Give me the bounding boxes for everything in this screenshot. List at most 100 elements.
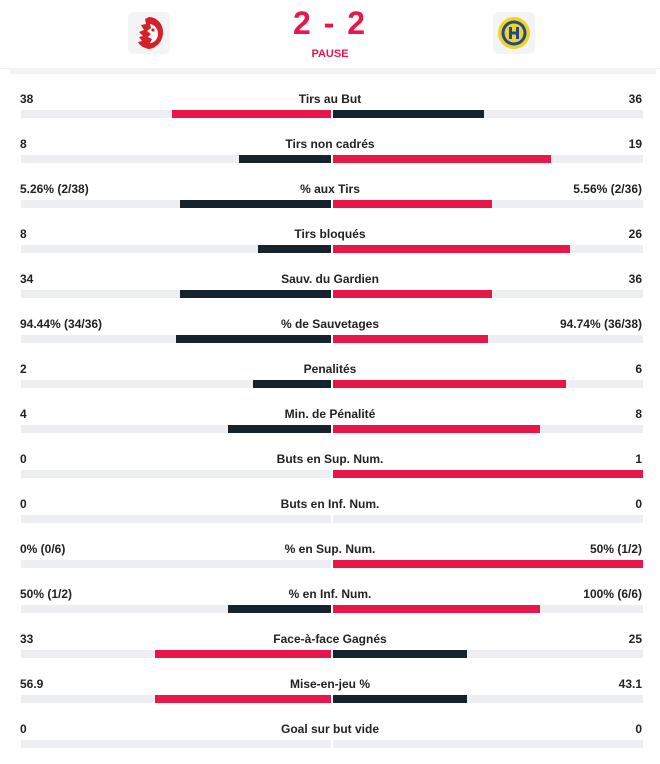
stat-away-value: 5.56% (2/36) <box>573 182 642 196</box>
stat-home-value: 0 <box>20 497 27 511</box>
stat-away-value: 8 <box>635 407 642 421</box>
stat-home-value: 8 <box>20 137 27 151</box>
hc-davos-logo-icon <box>498 17 530 49</box>
stat-label: Tirs bloqués <box>294 227 366 241</box>
stat-label: % en Sup. Num. <box>284 542 376 556</box>
stat-away-bar <box>333 560 643 568</box>
match-header: 2 - 2 PAUSE <box>0 0 660 69</box>
stat-home-bar-track <box>21 425 331 433</box>
stat-home-bar-track <box>21 245 331 253</box>
home-team-logo[interactable] <box>128 12 170 54</box>
stat-home-bar-track <box>21 470 331 478</box>
stat-label: Buts en Sup. Num. <box>276 452 384 466</box>
stat-home-bar <box>258 245 331 253</box>
stat-away-bar <box>333 245 570 253</box>
stat-label: Penalités <box>303 362 357 376</box>
stat-away-bar-track <box>333 560 643 568</box>
stat-away-bar-track <box>333 200 643 208</box>
stat-away-bar <box>333 605 540 613</box>
stat-home-value: 4 <box>20 407 27 421</box>
stat-home-bar-track <box>21 290 331 298</box>
stat-home-value: 0 <box>20 452 27 466</box>
stat-row: 0 Buts en Sup. Num. 1 <box>0 449 660 494</box>
lion-logo-icon <box>138 17 163 49</box>
stat-home-bar <box>253 380 331 388</box>
stat-away-value: 1 <box>635 452 642 466</box>
stat-row: 0% (0/6) % en Sup. Num. 50% (1/2) <box>0 539 660 584</box>
stat-home-bar-track <box>21 605 331 613</box>
stat-home-bar-track <box>21 200 331 208</box>
stat-home-bar-track <box>21 515 331 523</box>
stat-home-value: 5.26% (2/38) <box>20 182 89 196</box>
header-shadow <box>10 68 656 74</box>
stat-row: 56.9 Mise-en-jeu % 43.1 <box>0 674 660 719</box>
stat-home-value: 94.44% (34/36) <box>20 317 103 331</box>
stat-home-bar <box>180 290 331 298</box>
stat-home-bar-track <box>21 110 331 118</box>
stat-away-bar <box>333 380 566 388</box>
stat-label: Min. de Pénalité <box>284 407 376 421</box>
stat-home-bar <box>228 605 331 613</box>
stat-home-value: 0% (0/6) <box>20 542 66 556</box>
stat-away-value: 0 <box>635 497 642 511</box>
stat-home-value: 33 <box>20 632 34 646</box>
stat-away-bar-track <box>333 335 643 343</box>
stats-list: 38 Tirs au But 36 8 Tirs non cadrés 19 5.26% (… <box>0 89 660 764</box>
stat-away-value: 6 <box>635 362 642 376</box>
stat-home-value: 38 <box>20 92 34 106</box>
stat-away-bar-track <box>333 245 643 253</box>
stat-row: 38 Tirs au But 36 <box>0 89 660 134</box>
stat-away-bar-track <box>333 290 643 298</box>
stat-away-bar <box>333 650 467 658</box>
stat-home-value: 34 <box>20 272 34 286</box>
stat-home-bar <box>155 650 331 658</box>
stat-away-value: 0 <box>635 722 642 736</box>
stat-away-value: 50% (1/2) <box>589 542 642 556</box>
stat-away-bar-track <box>333 110 643 118</box>
stat-home-bar <box>228 425 331 433</box>
stat-row: 5.26% (2/38) % aux Tirs 5.56% (2/36) <box>0 179 660 224</box>
stat-away-value: 100% (6/6) <box>583 587 642 601</box>
stat-label: Tirs au But <box>298 92 362 106</box>
stat-label: Face-à-face Gagnés <box>273 632 387 646</box>
stat-row: 94.44% (34/36)% de Sauvetages 94.74% (36/… <box>0 314 660 359</box>
away-team-logo[interactable] <box>493 12 535 54</box>
stat-label: Mise-en-jeu % <box>289 677 370 691</box>
stat-row: 33 Face-à-face Gagnés 25 <box>0 629 660 674</box>
stat-away-bar <box>333 200 492 208</box>
stat-away-value: 36 <box>628 92 642 106</box>
stat-home-bar <box>239 155 331 163</box>
stat-home-bar-track <box>21 560 331 568</box>
stat-home-bar-track <box>21 335 331 343</box>
stat-home-value: 2 <box>20 362 27 376</box>
stat-away-value: 43.1 <box>618 677 642 691</box>
stat-home-value: 0 <box>20 722 27 736</box>
stat-label: Sauv. du Gardien <box>281 272 379 286</box>
stat-row: 0 Goal sur but vide 0 <box>0 719 660 764</box>
stat-row: 8 Tirs non cadrés 19 <box>0 134 660 179</box>
stat-home-bar-track <box>21 155 331 163</box>
stat-home-bar <box>180 200 331 208</box>
stat-away-value: 19 <box>628 137 642 151</box>
stat-away-bar-track <box>333 605 643 613</box>
stat-label: Buts en Inf. Num. <box>280 497 380 511</box>
stat-home-bar <box>172 110 331 118</box>
stat-away-bar-track <box>333 740 643 748</box>
stat-away-bar <box>333 290 492 298</box>
stat-home-bar-track <box>21 380 331 388</box>
stat-label: % en Inf. Num. <box>288 587 372 601</box>
stat-label: Tirs non cadrés <box>285 137 375 151</box>
stat-home-bar <box>155 695 331 703</box>
stat-away-bar-track <box>333 380 643 388</box>
stat-home-bar <box>176 335 331 343</box>
match-status: PAUSE <box>311 48 349 60</box>
stat-home-value: 56.9 <box>20 677 44 691</box>
stat-away-value: 94.74% (36/38) <box>559 317 642 331</box>
stat-row: 0 Buts en Inf. Num. 0 <box>0 494 660 539</box>
stat-away-bar-track <box>333 425 643 433</box>
stat-home-bar-track <box>21 650 331 658</box>
stat-away-value: 36 <box>628 272 642 286</box>
stat-away-bar-track <box>333 155 643 163</box>
stat-label: Goal sur but vide <box>280 722 379 736</box>
stat-home-bar-track <box>21 740 331 748</box>
